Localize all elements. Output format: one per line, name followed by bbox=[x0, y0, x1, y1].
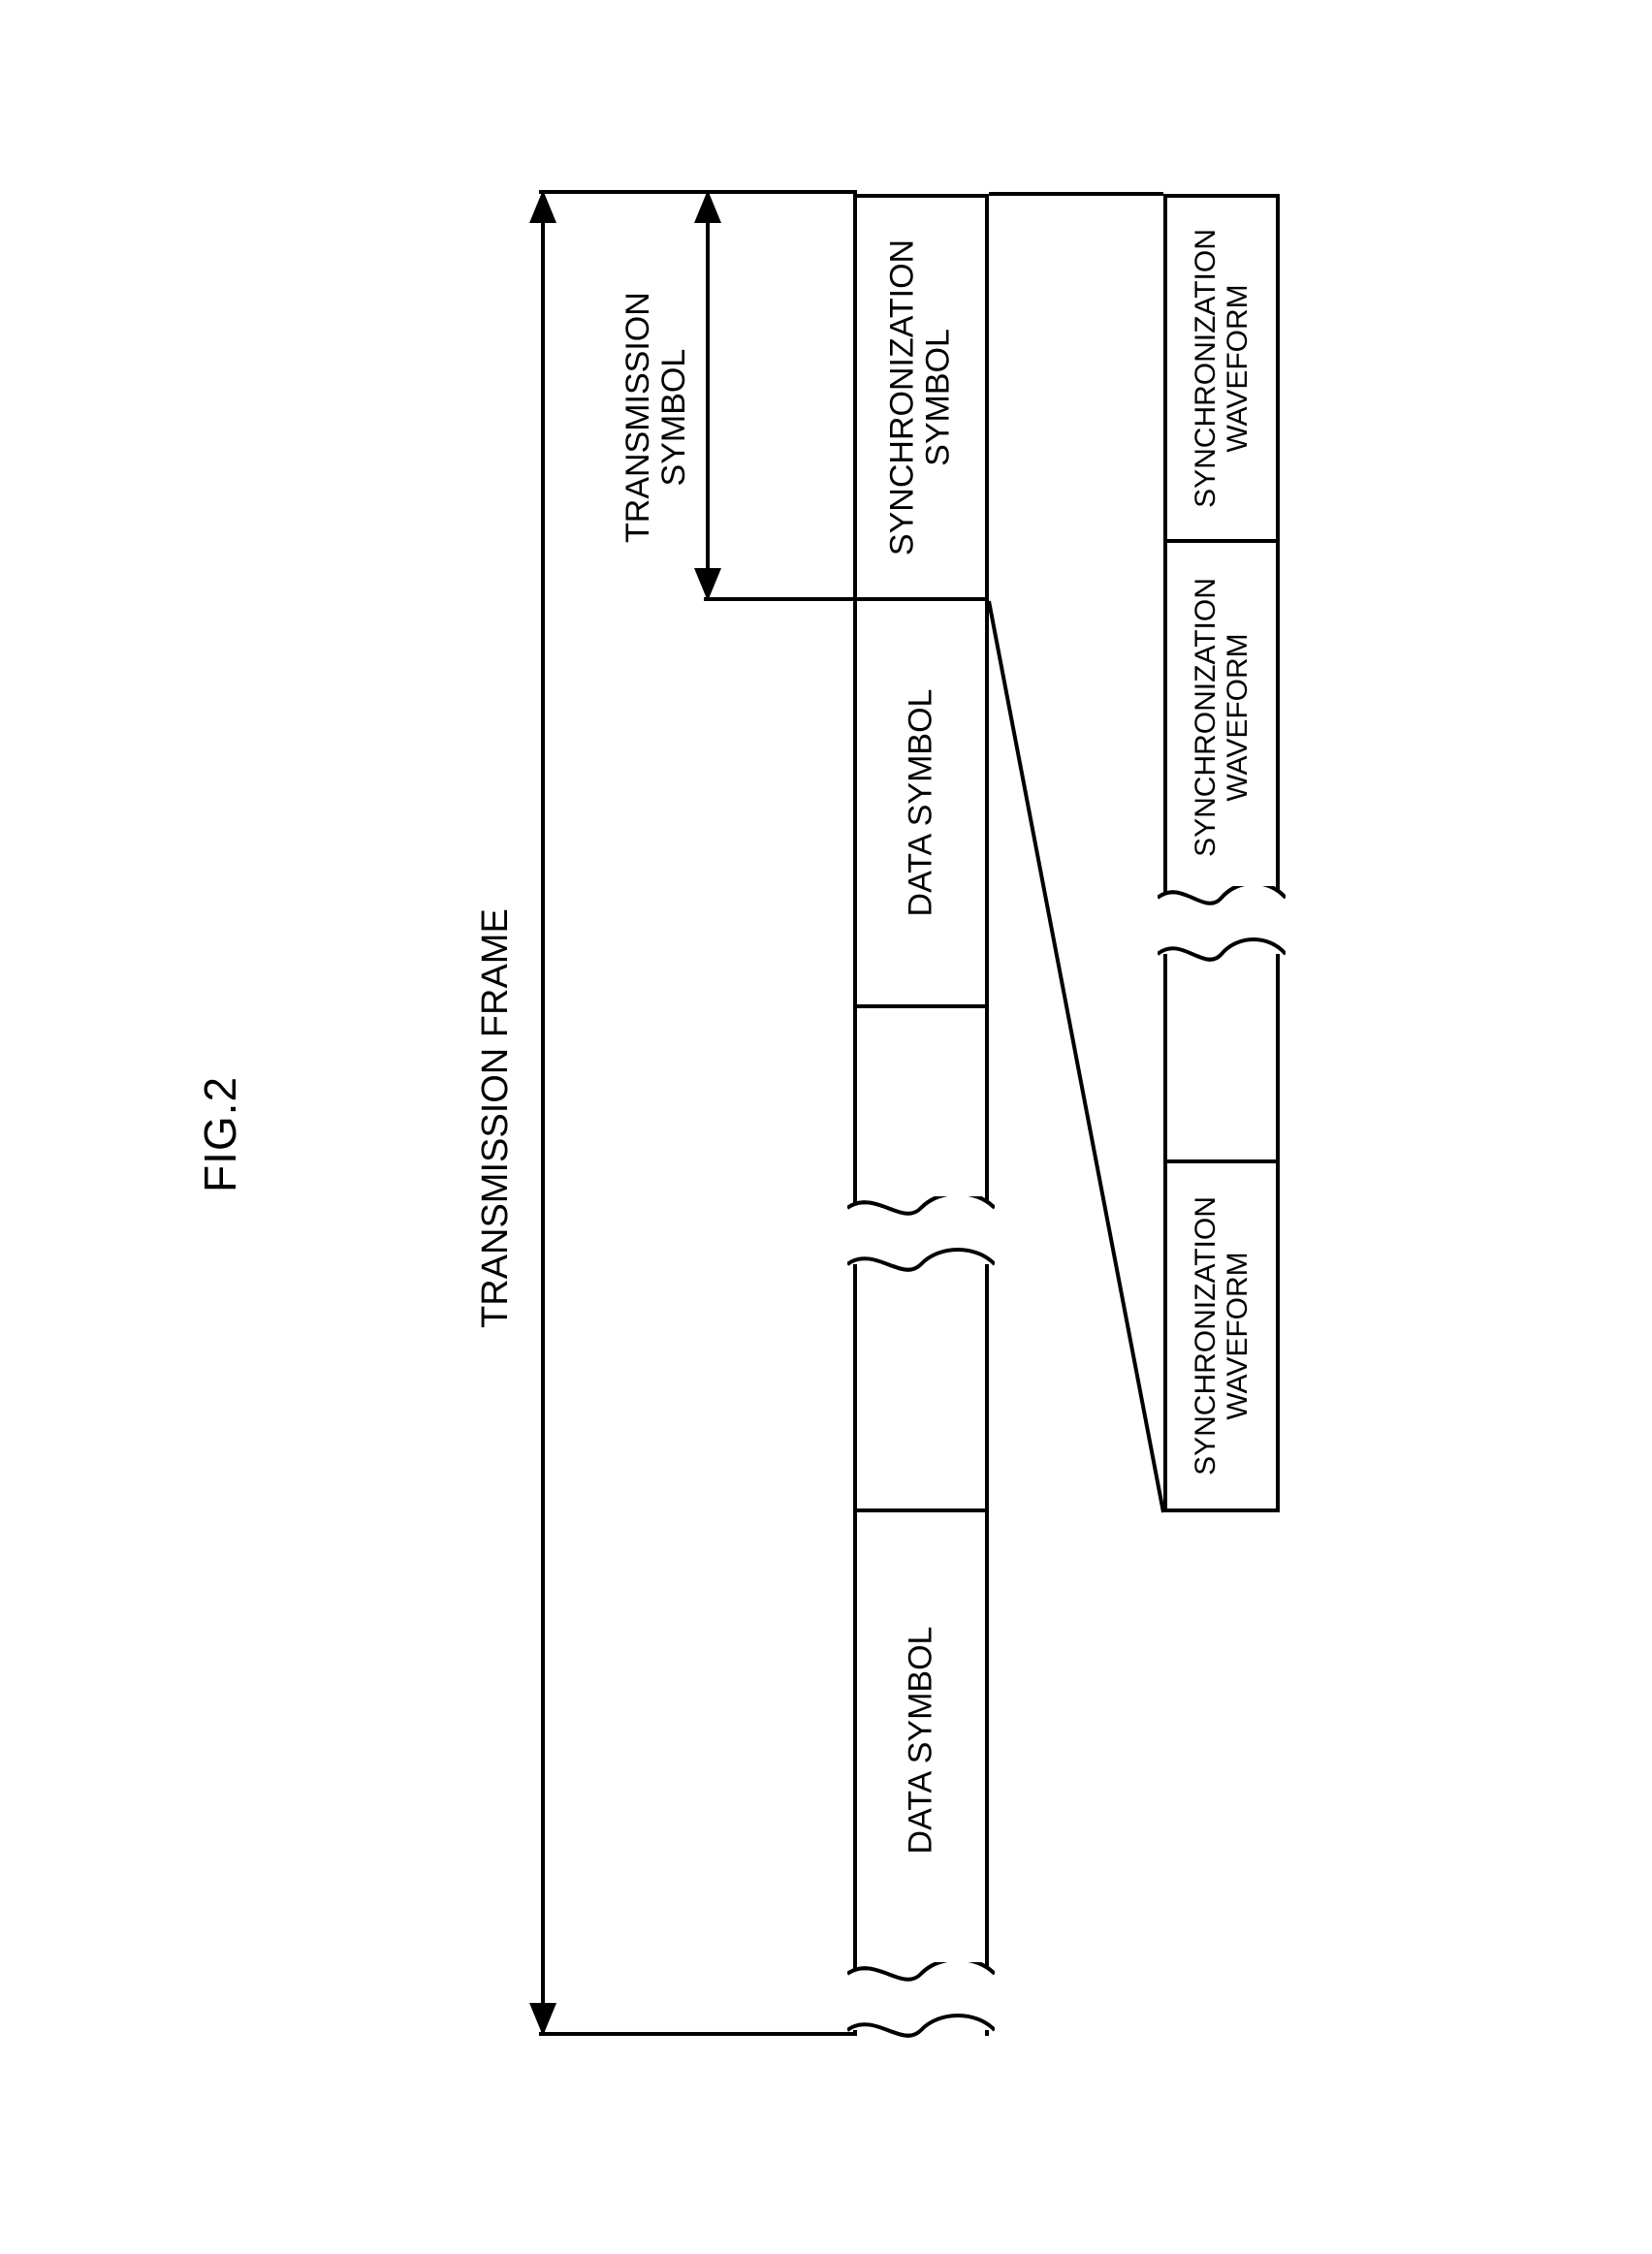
transmission-symbol-label-l2: SYMBOL bbox=[655, 349, 692, 487]
figure-canvas: FIG.2 TRANSMISSION FRAME TRANSMISSION SY… bbox=[0, 0, 1652, 2254]
sync-waveform-label-l1: SYNCHRONIZATION bbox=[1190, 578, 1222, 857]
sync-waveform-segment: SYNCHRONIZATION WAVEFORM bbox=[1167, 194, 1276, 543]
expansion-connector bbox=[989, 190, 1183, 1518]
sync-symbol-label-l1: SYNCHRONIZATION bbox=[884, 239, 921, 556]
sync-symbol-label-l2: SYMBOL bbox=[920, 329, 957, 466]
blank-segment bbox=[1167, 960, 1276, 1163]
main-frame-bar: SYNCHRONIZATION SYMBOL DATA SYMBOL DATA … bbox=[853, 194, 989, 2036]
sync-waveform-segment: SYNCHRONIZATION WAVEFORM bbox=[1167, 543, 1276, 892]
guide-line bbox=[539, 2032, 857, 2036]
blank-segment bbox=[857, 1008, 985, 1202]
break-segment bbox=[857, 1202, 985, 1270]
sync-waveform-label-l1: SYNCHRONIZATION bbox=[1190, 1196, 1222, 1476]
data-symbol-label: DATA SYMBOL bbox=[902, 689, 938, 917]
blank-segment bbox=[857, 1270, 985, 1512]
sub-frame-bar: SYNCHRONIZATION WAVEFORM SYNCHRONIZATION… bbox=[1163, 194, 1280, 1512]
transmission-frame-dimension bbox=[539, 190, 547, 2036]
break-segment bbox=[1167, 892, 1276, 960]
guide-line bbox=[539, 190, 857, 194]
transmission-symbol-label-l1: TRANSMISSION bbox=[620, 292, 656, 543]
data-symbol-label: DATA SYMBOL bbox=[902, 1627, 938, 1855]
figure-title: FIG.2 bbox=[194, 1076, 246, 1192]
break-segment bbox=[857, 1968, 985, 2036]
guide-line bbox=[704, 597, 857, 601]
transmission-frame-label-text: TRANSMISSION FRAME bbox=[475, 908, 516, 1328]
transmission-frame-label: TRANSMISSION FRAME bbox=[475, 908, 517, 1328]
sync-waveform-label-l2: WAVEFORM bbox=[1222, 1252, 1254, 1419]
data-symbol-segment: DATA SYMBOL bbox=[857, 1512, 985, 1968]
transmission-symbol-label: TRANSMISSION SYMBOL bbox=[620, 292, 693, 543]
data-symbol-segment: DATA SYMBOL bbox=[857, 601, 985, 1008]
sync-symbol-segment: SYNCHRONIZATION SYMBOL bbox=[857, 194, 985, 601]
sync-waveform-label-l2: WAVEFORM bbox=[1222, 284, 1254, 452]
figure-title-text: FIG.2 bbox=[195, 1076, 245, 1192]
sync-waveform-label-l1: SYNCHRONIZATION bbox=[1190, 229, 1222, 508]
sync-waveform-segment: SYNCHRONIZATION WAVEFORM bbox=[1167, 1163, 1276, 1512]
sync-waveform-label-l2: WAVEFORM bbox=[1222, 633, 1254, 801]
transmission-symbol-dimension bbox=[704, 190, 712, 601]
